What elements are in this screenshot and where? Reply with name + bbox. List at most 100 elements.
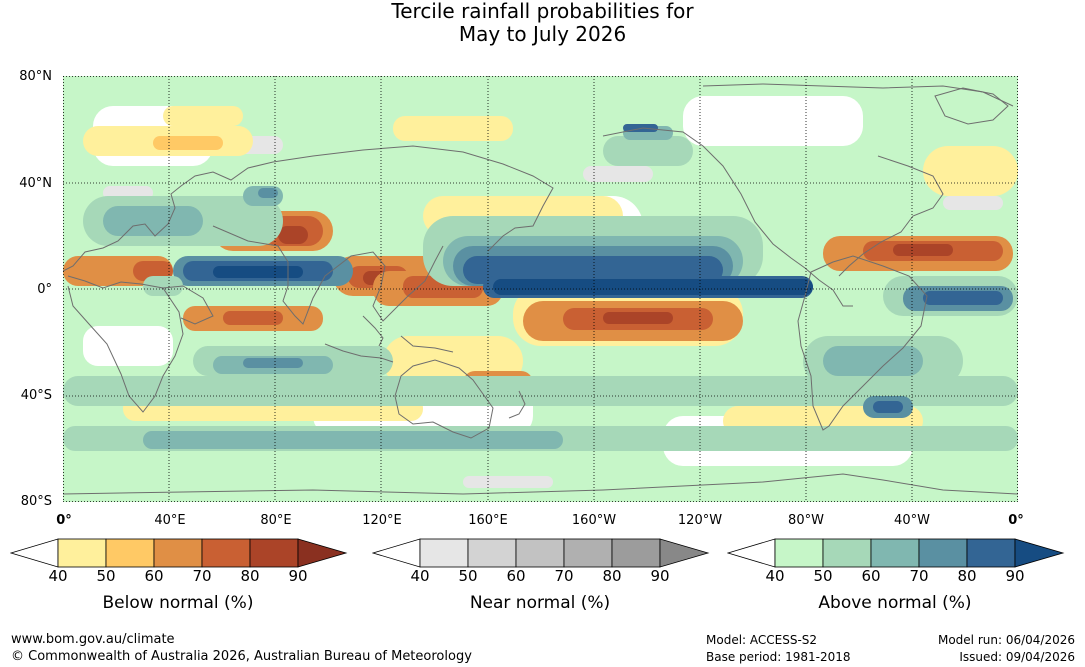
lon-label-80w: 80°W: [788, 513, 824, 528]
legend-swatch: [563, 538, 613, 568]
legend-swatch: [918, 538, 968, 568]
lat-label-80n: 80°N: [19, 69, 52, 84]
lat-label-40n: 40°N: [19, 176, 52, 191]
probability-patch: [143, 431, 563, 449]
legend-below-normal: [10, 538, 350, 568]
lon-label-80e: 80°E: [260, 513, 292, 528]
below-tick-50: 50: [96, 567, 116, 585]
rainfall-probability-map: [63, 76, 1018, 502]
probability-patch: [83, 326, 173, 366]
legend-title-above: Above normal (%): [818, 593, 972, 613]
above-tick-90: 90: [1005, 567, 1025, 585]
footer-issued: Issued: 09/04/2026: [959, 650, 1075, 664]
coastlines: [63, 83, 1018, 495]
above-tick-70: 70: [909, 567, 929, 585]
probability-patch: [103, 206, 203, 236]
legend-above-normal: [727, 538, 1067, 568]
chart-title: Tercile rainfall probabilities for May t…: [0, 0, 1085, 46]
map-graphic: [63, 76, 1018, 502]
probability-patch: [153, 136, 223, 150]
near-tick-60: 60: [506, 567, 526, 585]
probability-patch: [943, 196, 1003, 210]
legend-swatch: [467, 538, 517, 568]
probability-patch: [163, 106, 243, 126]
probability-patch: [603, 136, 693, 166]
lon-label-120e: 120°E: [362, 513, 402, 528]
footer-base-period: Base period: 1981-2018: [706, 650, 851, 664]
probability-patch: [223, 311, 283, 325]
probability-patch: [143, 276, 183, 296]
legend-arrow-low: [10, 538, 59, 568]
legend-swatch: [249, 538, 299, 568]
legend-swatch: [774, 538, 824, 568]
footer-model-name: Model: ACCESS-S2: [706, 633, 818, 647]
footer-left: www.bom.gov.au/climate © Commonwealth of…: [11, 631, 472, 665]
lon-label-120w: 120°W: [677, 513, 723, 528]
legend-swatch: [57, 538, 107, 568]
graticule: [63, 76, 1018, 502]
legend-swatch: [105, 538, 155, 568]
legend-swatch: [822, 538, 872, 568]
legend-swatch: [515, 538, 565, 568]
near-tick-70: 70: [554, 567, 574, 585]
below-tick-90: 90: [288, 567, 308, 585]
legend-arrow-high: [297, 538, 348, 568]
probability-patch: [583, 166, 653, 182]
lon-label-160e: 160°E: [468, 513, 508, 528]
lat-label-80s: 80°S: [20, 494, 52, 509]
probability-patch: [243, 358, 303, 368]
legend-arrow-low: [727, 538, 776, 568]
legend-swatch: [611, 538, 661, 568]
legend-title-below: Below normal (%): [102, 593, 254, 613]
footer-dates: Model run: 06/04/2026 Issued: 09/04/2026: [938, 632, 1075, 666]
probability-patch: [893, 244, 953, 256]
title-line-2: May to July 2026: [458, 22, 627, 46]
lon-label-160w: 160°W: [571, 513, 617, 528]
probability-patch: [823, 346, 923, 376]
below-tick-40: 40: [48, 567, 68, 585]
below-tick-80: 80: [240, 567, 260, 585]
footer-model-run: Model run: 06/04/2026: [937, 633, 1075, 647]
near-tick-40: 40: [410, 567, 430, 585]
above-tick-80: 80: [957, 567, 977, 585]
lat-label-0: 0°: [37, 282, 52, 297]
lon-label-40e: 40°E: [154, 513, 186, 528]
footer-model: Model: ACCESS-S2 Base period: 1981-2018: [706, 632, 851, 666]
probability-patch: [923, 146, 1018, 196]
probability-patch: [258, 188, 278, 198]
legend-arrow-low: [372, 538, 421, 568]
lon-label-0-right: 0°: [1008, 513, 1024, 528]
probability-patch: [393, 116, 513, 141]
legend-arrow-high: [1014, 538, 1065, 568]
below-tick-70: 70: [192, 567, 212, 585]
near-tick-50: 50: [458, 567, 478, 585]
above-tick-50: 50: [813, 567, 833, 585]
legend-swatch: [870, 538, 920, 568]
above-tick-40: 40: [765, 567, 785, 585]
probability-patch: [278, 226, 308, 244]
probability-patch: [923, 291, 1003, 305]
lat-label-40s: 40°S: [20, 388, 52, 403]
below-tick-60: 60: [144, 567, 164, 585]
title-line-1: Tercile rainfall probabilities for: [391, 0, 694, 23]
near-tick-90: 90: [650, 567, 670, 585]
footer-copyright: © Commonwealth of Australia 2026, Austra…: [11, 649, 472, 664]
legend-arrow-high: [659, 538, 710, 568]
above-tick-60: 60: [861, 567, 881, 585]
legend-near-normal: [372, 538, 712, 568]
probability-patch: [603, 312, 673, 324]
legend-title-near: Near normal (%): [469, 593, 611, 613]
near-tick-80: 80: [602, 567, 622, 585]
probability-patch: [213, 266, 303, 278]
lon-label-0-left: 0°: [56, 513, 72, 528]
legend-swatch: [419, 538, 469, 568]
probability-patch: [463, 476, 553, 488]
probability-patch: [63, 376, 1018, 406]
legend-swatch: [153, 538, 203, 568]
probability-patch: [683, 96, 863, 146]
probability-patch: [493, 279, 813, 295]
legend-swatch: [201, 538, 251, 568]
probability-patch: [873, 401, 903, 413]
lon-label-40w: 40°W: [894, 513, 930, 528]
legend-swatch: [966, 538, 1016, 568]
